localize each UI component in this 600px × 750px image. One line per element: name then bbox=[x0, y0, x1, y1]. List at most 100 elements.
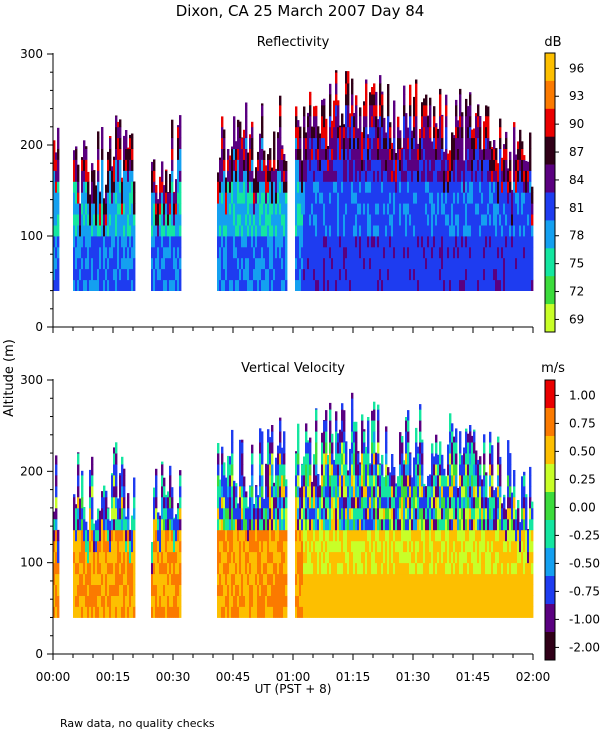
data-cell bbox=[129, 192, 132, 204]
data-cell bbox=[509, 236, 512, 248]
data-cell bbox=[81, 540, 84, 553]
data-cell bbox=[511, 279, 514, 291]
data-cell bbox=[369, 475, 372, 487]
data-cell bbox=[315, 137, 318, 149]
data-cell bbox=[269, 203, 272, 215]
data-cell bbox=[507, 192, 510, 204]
data-cell bbox=[529, 203, 532, 215]
data-cell bbox=[79, 529, 82, 542]
data-cell bbox=[429, 115, 432, 128]
data-cell bbox=[247, 159, 250, 171]
data-cell bbox=[281, 562, 284, 575]
colorbar-label: 75 bbox=[569, 257, 584, 271]
data-cell bbox=[239, 442, 242, 454]
data-cell bbox=[235, 214, 238, 226]
data-cell bbox=[81, 203, 84, 215]
data-cell bbox=[307, 115, 310, 128]
data-cell bbox=[93, 606, 96, 618]
data-cell bbox=[483, 203, 486, 215]
data-cell bbox=[367, 496, 370, 509]
data-cell bbox=[285, 192, 288, 204]
data-cell bbox=[351, 540, 354, 553]
data-cell bbox=[277, 159, 280, 171]
data-cell bbox=[417, 246, 420, 259]
data-cell bbox=[351, 279, 354, 291]
data-cell bbox=[387, 279, 390, 291]
data-cell bbox=[55, 562, 58, 575]
data-cell bbox=[269, 529, 272, 542]
data-cell bbox=[229, 170, 232, 182]
data-cell bbox=[221, 236, 224, 248]
data-cell bbox=[481, 236, 484, 248]
data-cell bbox=[269, 437, 272, 443]
data-cell bbox=[243, 496, 246, 509]
data-cell bbox=[357, 562, 360, 575]
data-cell bbox=[459, 225, 462, 237]
data-cell bbox=[385, 279, 388, 291]
data-cell bbox=[499, 214, 502, 226]
data-cell bbox=[239, 573, 242, 585]
data-cell bbox=[515, 181, 518, 193]
data-cell bbox=[239, 518, 242, 531]
data-cell bbox=[445, 203, 448, 215]
data-cell bbox=[255, 485, 258, 487]
data-cell bbox=[319, 279, 322, 291]
data-cell bbox=[419, 279, 422, 291]
data-cell bbox=[415, 246, 418, 259]
data-cell bbox=[361, 420, 364, 432]
data-cell bbox=[239, 181, 242, 193]
data-cell bbox=[121, 606, 124, 618]
data-cell bbox=[269, 551, 272, 564]
data-cell bbox=[461, 268, 464, 281]
data-cell bbox=[239, 126, 242, 139]
data-cell bbox=[245, 105, 248, 117]
data-cell bbox=[427, 159, 430, 171]
data-cell bbox=[505, 214, 508, 226]
data-cell bbox=[253, 268, 256, 281]
data-cell bbox=[85, 606, 88, 618]
data-cell bbox=[335, 584, 338, 596]
data-cell bbox=[347, 148, 350, 160]
data-cell bbox=[319, 133, 322, 139]
data-cell bbox=[171, 236, 174, 248]
data-cell bbox=[511, 192, 514, 204]
data-cell bbox=[387, 551, 390, 564]
data-cell bbox=[359, 573, 362, 585]
data-cell bbox=[73, 257, 76, 270]
data-cell bbox=[305, 268, 308, 281]
data-cell bbox=[513, 148, 516, 160]
data-cell bbox=[125, 257, 128, 270]
data-cell bbox=[123, 551, 126, 564]
data-cell bbox=[361, 485, 364, 498]
data-cell bbox=[85, 170, 88, 182]
data-cell bbox=[345, 529, 348, 542]
data-cell bbox=[225, 177, 228, 182]
data-cell bbox=[447, 214, 450, 226]
data-cell bbox=[81, 268, 84, 281]
data-cell bbox=[265, 475, 268, 487]
data-cell bbox=[427, 126, 430, 139]
data-cell bbox=[417, 203, 420, 215]
data-cell bbox=[441, 225, 444, 237]
data-cell bbox=[341, 540, 344, 553]
data-cell bbox=[81, 157, 84, 160]
data-cell bbox=[115, 496, 118, 509]
data-cell bbox=[295, 529, 298, 542]
data-cell bbox=[91, 475, 94, 487]
data-cell bbox=[317, 474, 320, 476]
data-cell bbox=[249, 496, 252, 509]
data-cell bbox=[381, 126, 384, 139]
data-cell bbox=[85, 573, 88, 585]
data-cell bbox=[369, 137, 372, 149]
data-cell bbox=[473, 148, 476, 160]
data-cell bbox=[167, 192, 170, 193]
data-cell bbox=[83, 257, 86, 270]
data-cell bbox=[353, 159, 356, 171]
data-cell bbox=[325, 246, 328, 259]
data-cell bbox=[265, 540, 268, 553]
data-cell bbox=[477, 126, 480, 139]
data-cell bbox=[435, 214, 438, 226]
data-cell bbox=[377, 181, 380, 193]
data-cell bbox=[429, 148, 432, 160]
data-cell bbox=[233, 268, 236, 281]
